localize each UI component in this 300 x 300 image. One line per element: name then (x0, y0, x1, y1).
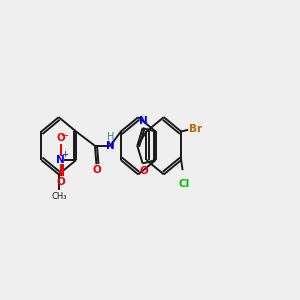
Text: O: O (140, 166, 148, 176)
Text: Cl: Cl (178, 179, 190, 189)
Text: CH₃: CH₃ (52, 192, 68, 201)
Text: H: H (107, 131, 115, 142)
Text: O: O (56, 177, 65, 188)
Text: +: + (61, 150, 68, 159)
Text: N: N (106, 141, 115, 151)
Text: Br: Br (189, 124, 203, 134)
Text: N: N (56, 155, 65, 165)
Text: O: O (56, 133, 65, 143)
Text: −: − (61, 131, 69, 141)
Text: O: O (93, 165, 101, 175)
Text: N: N (140, 116, 148, 126)
